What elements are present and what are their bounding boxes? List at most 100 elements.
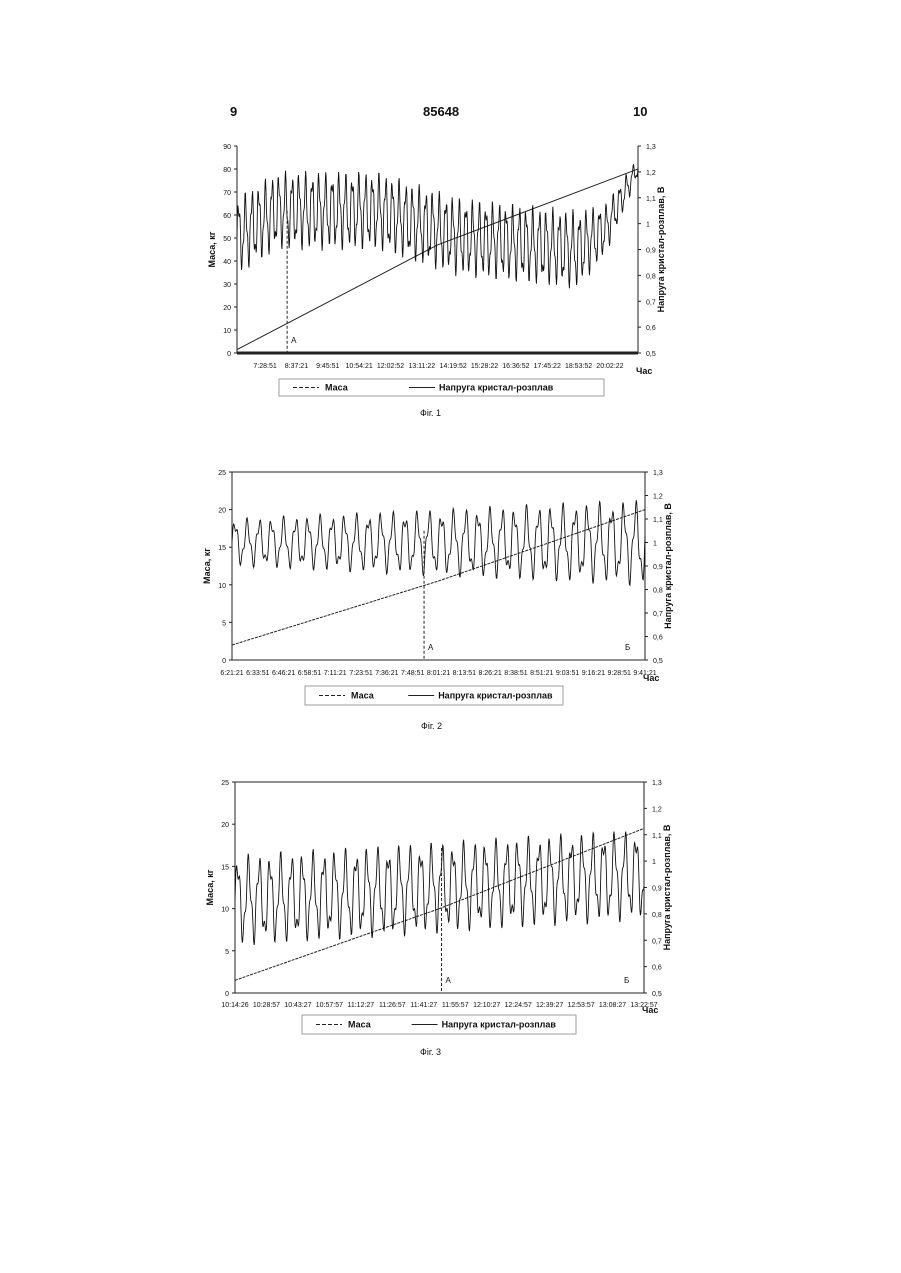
left-tick-label: 5 [225,949,229,956]
legend-label-mass: Маса [348,1020,372,1030]
right-tick-label: 0,7 [646,299,656,306]
right-axis-title: Напруга кристал-розплав, В [656,186,666,312]
x-tick-label: 7:28:51 [253,363,276,370]
figure-caption: Фіг. 3 [420,1047,441,1057]
x-tick-label: 6:46:21 [272,670,295,677]
x-tick-label: 18:53:52 [565,363,592,370]
x-tick-label: 17:45:22 [534,363,561,370]
x-tick-label: 11:41:27 [410,1002,437,1009]
left-axis-title: Маса, кг [207,231,217,267]
series-voltage-line [232,500,645,585]
marker-label-b: Б [624,976,629,985]
figure-caption: Фіг. 2 [421,721,442,731]
left-tick-label: 0 [225,991,229,998]
right-tick-label: 1 [646,222,650,229]
left-tick-label: 15 [218,545,226,552]
left-tick-label: 20 [223,305,231,312]
x-tick-label: 10:43:27 [284,1002,311,1009]
x-tick-label: 12:24:57 [505,1002,532,1009]
marker-label-a: A [291,336,297,345]
x-tick-label: 8:37:21 [285,363,308,370]
x-tick-label: 7:36:21 [375,670,398,677]
right-tick-label: 0,9 [646,248,656,255]
right-tick-label: 0,5 [646,351,656,358]
x-tick-label: 7:23:51 [349,670,372,677]
x-tick-label: 13:08:27 [599,1002,626,1009]
legend-label-voltage: Напруга кристал-розплав [438,691,553,701]
x-tick-label: 12:53:57 [567,1002,594,1009]
x-tick-label: 8:51:21 [530,670,553,677]
right-tick-label: 0,6 [646,325,656,332]
right-tick-label: 1,1 [646,196,656,203]
right-tick-label: 1,1 [653,517,663,524]
x-tick-label: 12:39:27 [536,1002,563,1009]
marker-label-a: A [446,976,452,985]
x-tick-label: 8:01:21 [427,670,450,677]
right-tick-label: 0,8 [646,273,656,280]
right-tick-label: 1,2 [646,170,656,177]
x-tick-label: 12:02:52 [377,363,404,370]
x-tick-label: 8:38:51 [504,670,527,677]
legend-label-voltage: Напруга кристал-розплав [442,1020,557,1030]
x-tick-label: 8:26:21 [478,670,501,677]
legend-label-mass: Маса [325,383,349,393]
x-tick-label: 11:55:57 [442,1002,469,1009]
x-tick-label: 6:21:21 [220,670,243,677]
left-tick-label: 90 [223,144,231,151]
x-tick-label: 9:28:51 [608,670,631,677]
x-tick-label: 10:28:57 [253,1002,280,1009]
x-tick-label: 11:12:27 [347,1002,374,1009]
x-tick-label: 6:58:51 [298,670,321,677]
right-axis-title: Напруга кристал-розплав, В [663,503,673,629]
left-tick-label: 10 [221,907,229,914]
right-tick-label: 0,7 [653,611,663,618]
x-tick-label: 9:03:51 [556,670,579,677]
series-voltage-line [235,832,644,945]
left-tick-label: 25 [218,470,226,477]
x-tick-label: 11:26:57 [379,1002,406,1009]
left-axis-title: Маса, кг [202,548,212,584]
right-tick-label: 1,2 [653,494,663,501]
x-tick-label: 7:48:51 [401,670,424,677]
right-tick-label: 0,8 [652,912,662,919]
figure-caption: Фіг. 1 [420,408,441,418]
marker-label-b: Б [625,643,630,652]
x-tick-label: 7:11:21 [324,670,347,677]
right-tick-label: 0,6 [652,965,662,972]
x-tick-label: 10:57:57 [316,1002,343,1009]
right-tick-label: 1,3 [646,144,656,151]
x-tick-label: 15:28:22 [471,363,498,370]
x-axis-title: Час [636,366,652,376]
x-tick-label: 16:36:52 [502,363,529,370]
left-tick-label: 0 [222,658,226,665]
left-tick-label: 10 [218,583,226,590]
x-tick-label: 20:02:22 [596,363,623,370]
legend-label-voltage: Напруга кристал-розплав [439,383,554,393]
left-tick-label: 40 [223,259,231,266]
right-tick-label: 0,7 [652,938,662,945]
left-tick-label: 15 [221,864,229,871]
right-tick-label: 0,9 [652,886,662,893]
series-mass-line [232,510,645,645]
left-tick-label: 50 [223,236,231,243]
x-tick-label: 9:16:21 [582,670,605,677]
right-tick-label: 1,3 [652,780,662,787]
left-tick-label: 80 [223,167,231,174]
x-tick-label: 12:10:27 [473,1002,500,1009]
marker-label-a: A [428,643,434,652]
x-tick-label: 6:33:51 [246,670,269,677]
x-tick-label: 13:11:22 [408,363,435,370]
right-axis-title: Напруга кристал-розплав, В [662,824,672,950]
plot-frame-3 [235,782,644,993]
left-tick-label: 70 [223,190,231,197]
right-tick-label: 1,3 [653,470,663,477]
left-tick-label: 60 [223,213,231,220]
left-tick-label: 0 [227,351,231,358]
left-tick-label: 10 [223,328,231,335]
left-tick-label: 25 [221,780,229,787]
right-tick-label: 0,6 [653,635,663,642]
x-tick-label: 10:14:26 [221,1002,248,1009]
left-tick-label: 20 [218,508,226,515]
right-tick-label: 1,1 [652,833,662,840]
